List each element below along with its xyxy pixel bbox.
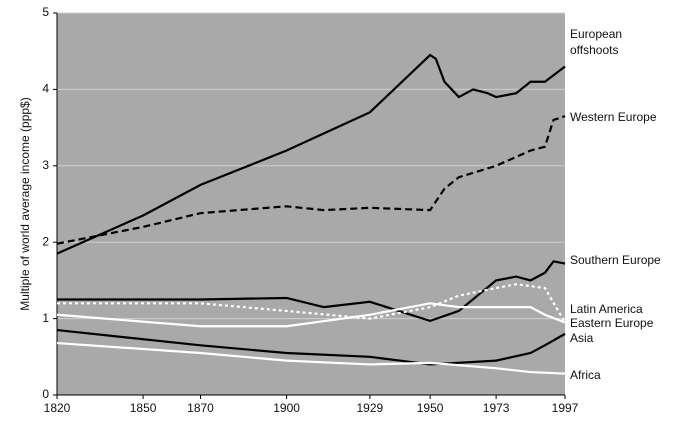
series-line [56, 53, 566, 255]
y-axis-label: Multiple of world average income (ppp$) [18, 97, 32, 310]
x-tick-label: 1900 [273, 401, 300, 415]
series-label: Western Europe [570, 110, 657, 124]
y-tick-label: 1 [42, 311, 49, 325]
series-label: Asia [570, 331, 594, 345]
x-tick-label: 1929 [356, 401, 383, 415]
series-label: Africa [570, 368, 601, 382]
x-tick-label: 1997 [552, 401, 579, 415]
plot-background [57, 13, 565, 395]
series-label: European offshoots [570, 27, 623, 57]
series-line [56, 115, 566, 245]
x-tick-label: 1820 [44, 401, 71, 415]
series-line [57, 260, 566, 323]
x-tick-label: 1850 [130, 401, 157, 415]
series-line [57, 283, 566, 323]
x-tick-label: 1973 [483, 401, 510, 415]
series-line [56, 302, 566, 328]
series-label: Eastern Europe [570, 316, 654, 330]
series-line [56, 341, 566, 375]
series-line [56, 328, 566, 366]
y-tick-label: 4 [42, 82, 49, 96]
x-tick-label: 1950 [417, 401, 444, 415]
series-label: Southern Europe [570, 253, 661, 267]
y-tick-label: 5 [42, 5, 49, 19]
y-tick-label: 0 [42, 387, 49, 401]
x-tick-label: 1870 [187, 401, 214, 415]
y-tick-label: 2 [42, 234, 49, 248]
series-label: Latin America [570, 302, 643, 316]
y-tick-label: 3 [42, 158, 49, 172]
